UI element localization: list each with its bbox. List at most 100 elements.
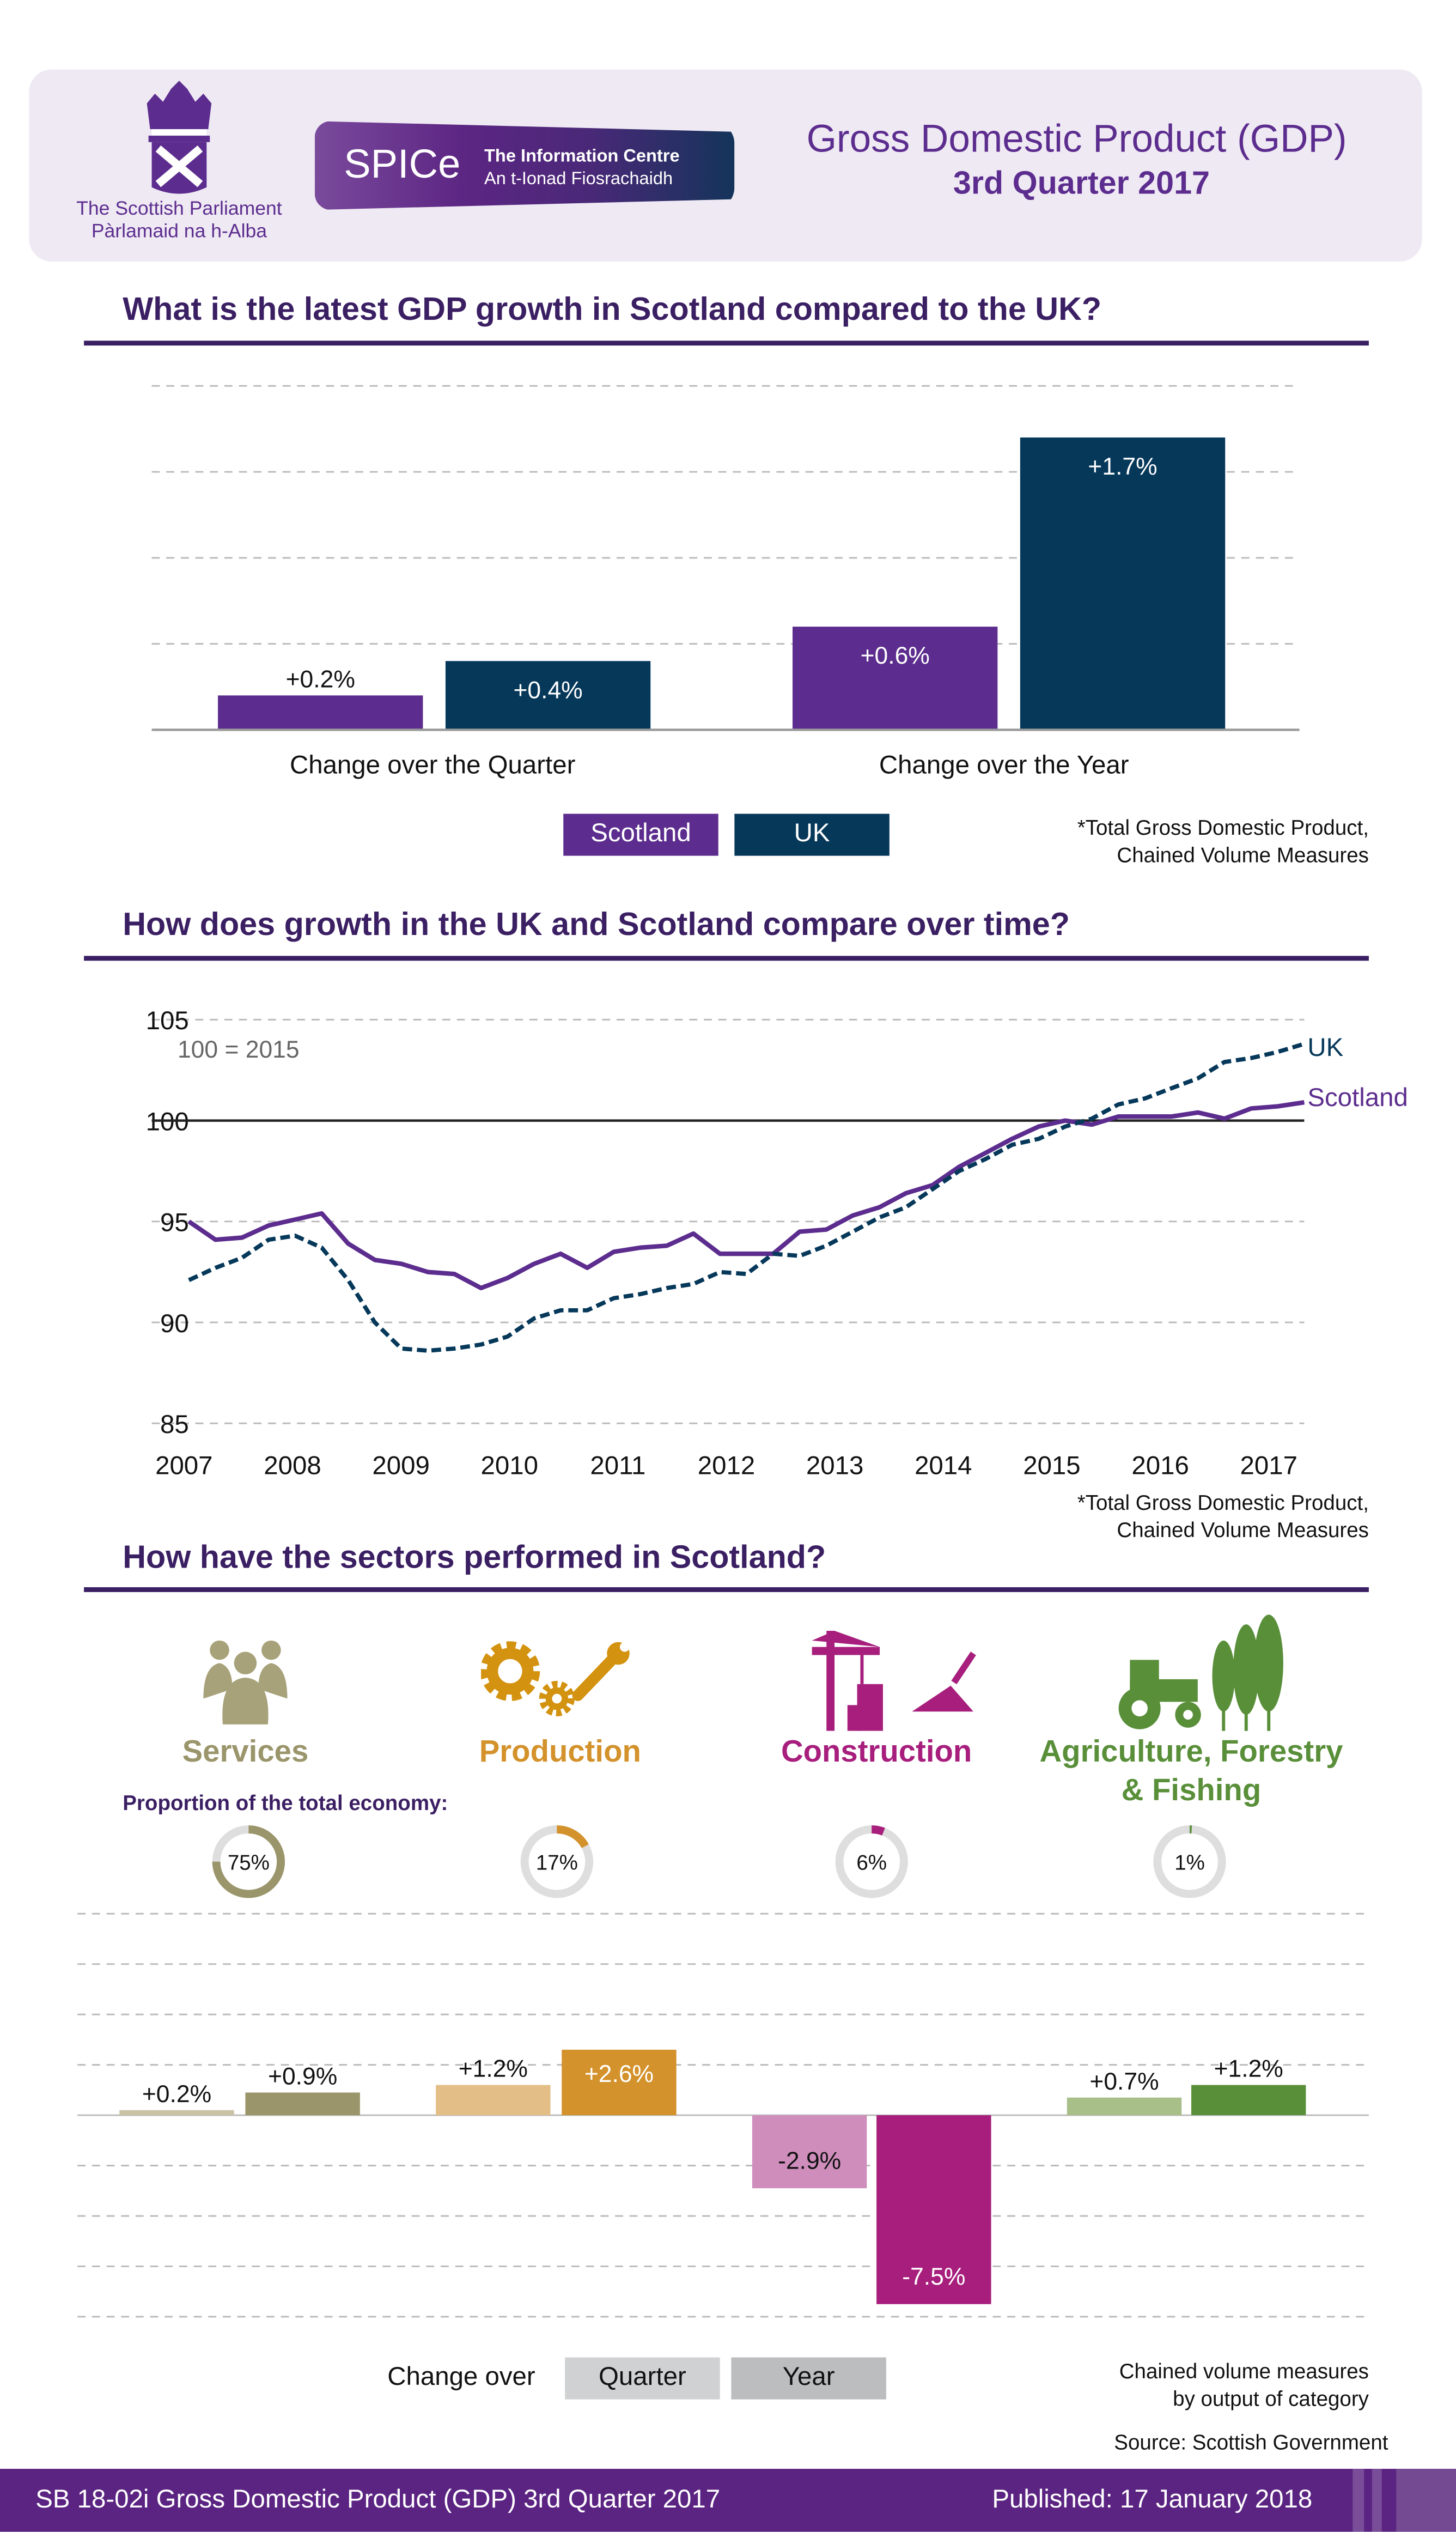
x-tick-label: 2013 xyxy=(806,1452,863,1480)
gears-wrench-icon xyxy=(481,1641,630,1717)
sector-label-services: Services xyxy=(182,1735,309,1770)
share-donut-fill xyxy=(835,1825,908,1898)
people-icon xyxy=(203,1640,288,1725)
share-donut-fill xyxy=(520,1825,594,1898)
parliament-name: The Scottish Parliament xyxy=(76,197,282,220)
category-label: Change over the Year xyxy=(879,750,1129,779)
legend-year: Year xyxy=(731,2357,886,2400)
bar-uk xyxy=(1020,437,1226,730)
bar-scotland xyxy=(793,627,998,730)
data-label: +1.7% xyxy=(1088,453,1157,480)
data-label: +1.2% xyxy=(1214,2056,1283,2082)
sector-label-production: Production xyxy=(479,1735,641,1770)
source-note: Source: Scottish Government xyxy=(1114,2430,1388,2455)
category-label: Change over the Quarter xyxy=(290,750,575,779)
share-label: 6% xyxy=(856,1851,887,1875)
series-line-scotland xyxy=(187,1100,1305,1291)
x-tick-label: 2009 xyxy=(372,1452,429,1480)
x-tick-label: 2010 xyxy=(481,1452,538,1480)
share-donut-fill xyxy=(212,1825,285,1898)
data-label: +2.6% xyxy=(584,2061,654,2087)
parliament-gaelic: Pàrlamaid na h-Alba xyxy=(91,220,267,242)
section1-title: What is the latest GDP growth in Scotlan… xyxy=(123,292,1102,328)
data-label: +1.2% xyxy=(459,2056,528,2082)
x-tick-label: 2007 xyxy=(155,1452,212,1480)
crane-trowel-icon xyxy=(812,1631,976,1731)
section3-note-2: by output of category xyxy=(1173,2386,1369,2411)
y-tick-label: 105 xyxy=(146,1006,189,1035)
legend-quarter: Quarter xyxy=(565,2357,720,2400)
gdp-growth-bar-chart: +0.2% +0.6% +0.4% +1.7% Change over the Quar… xyxy=(151,385,1300,779)
section1-note-2: Chained Volume Measures xyxy=(1117,842,1369,867)
section3-note-1: Chained volume measures xyxy=(1119,2359,1369,2383)
data-label: +0.2% xyxy=(286,666,355,693)
footer-publication: SB 18-02i Gross Domestic Product (GDP) 3… xyxy=(35,2486,721,2515)
y-tick-label: 90 xyxy=(160,1309,189,1338)
sector-label-agriculture-line2: & Fishing xyxy=(1121,1774,1262,1809)
section2-title: How does growth in the UK and Scotland c… xyxy=(123,907,1070,943)
bar-year xyxy=(562,2049,677,2116)
bar-quarter xyxy=(752,2115,867,2189)
sector-growth-bar-chart: +0.2% +1.2% -2.9% +0.7% +0.9% +2.6% -7.5% +1.2%… xyxy=(77,1825,1369,2318)
bar-year xyxy=(245,2092,360,2116)
section1-note-1: *Total Gross Domestic Product, xyxy=(1077,815,1369,840)
legend-scotland: Scotland xyxy=(563,813,718,856)
spice-gaelic: An t-Ionad Fiosrachaidh xyxy=(484,169,673,189)
series-label-uk: UK xyxy=(1307,1033,1343,1062)
legend-uk: UK xyxy=(734,813,890,856)
bar-quarter xyxy=(436,2085,551,2116)
tractor-trees-icon xyxy=(1118,1614,1283,1731)
data-label: +0.6% xyxy=(861,642,930,669)
gdp-index-line-chart: 85 90 95 100 105 2007 2008 2009 2010 2011 2012 2013… xyxy=(146,1006,1408,1480)
footer-published-date: Published: 17 January 2018 xyxy=(992,2486,1313,2515)
data-label: -2.9% xyxy=(778,2148,841,2175)
footer-bar: SB 18-02i Gross Domestic Product (GDP) 3… xyxy=(0,2469,1456,2532)
footer-stripe xyxy=(1372,2469,1382,2532)
data-label: -7.5% xyxy=(902,2263,965,2290)
series-label-scotland: Scotland xyxy=(1307,1083,1408,1112)
section2-note-1: *Total Gross Domestic Product, xyxy=(1077,1490,1369,1515)
x-tick-label: 2008 xyxy=(264,1452,321,1480)
page-title: Gross Domestic Product (GDP) xyxy=(806,118,1347,162)
x-tick-label: 2011 xyxy=(590,1452,645,1480)
section3-divider xyxy=(84,1587,1369,1592)
footer-stripe xyxy=(1396,2469,1456,2532)
share-donut-track xyxy=(1153,1825,1226,1898)
x-tick-label: 2015 xyxy=(1023,1452,1080,1480)
series-line-uk xyxy=(188,1042,1305,1353)
proportion-label: Proportion of the total economy: xyxy=(123,1790,448,1815)
bar-quarter xyxy=(119,2110,234,2116)
scottish-parliament-crest-icon xyxy=(147,81,212,194)
spice-wordmark: SPICe xyxy=(344,142,461,187)
x-tick-label: 2012 xyxy=(698,1452,755,1480)
spice-subtitle: The Information Centre xyxy=(484,147,680,167)
sector-label-construction: Construction xyxy=(781,1735,972,1770)
x-tick-label: 2014 xyxy=(915,1452,972,1480)
share-label: 75% xyxy=(228,1851,270,1875)
y-tick-label: 100 xyxy=(146,1107,189,1136)
page-subtitle: 3rd Quarter 2017 xyxy=(953,166,1210,202)
bar-scotland xyxy=(218,695,423,730)
bar-year xyxy=(876,2115,991,2304)
spice-logo: SPICe The Information Centre An t-Ionad … xyxy=(314,121,735,210)
share-label: 1% xyxy=(1174,1851,1205,1875)
data-label: +0.9% xyxy=(268,2063,337,2090)
legend-change-over-label: Change over xyxy=(387,2364,535,2391)
sector-label-agriculture: Agriculture, Forestry xyxy=(1039,1735,1343,1770)
data-label: +0.2% xyxy=(142,2081,211,2108)
x-tick-label: 2017 xyxy=(1240,1452,1297,1480)
index-annotation: 100 = 2015 xyxy=(178,1036,300,1063)
section2-note-2: Chained Volume Measures xyxy=(1117,1517,1369,1543)
data-label: +0.4% xyxy=(513,677,582,703)
section3-title: How have the sectors performed in Scotla… xyxy=(123,1540,826,1576)
share-label: 17% xyxy=(536,1851,578,1875)
section1-divider xyxy=(84,341,1369,346)
section2-divider xyxy=(84,956,1369,961)
bar-uk xyxy=(445,661,651,730)
footer-stripe xyxy=(1353,2469,1364,2532)
data-label: +0.7% xyxy=(1089,2068,1159,2095)
x-tick-label: 2016 xyxy=(1131,1452,1189,1480)
y-tick-label: 95 xyxy=(160,1209,189,1237)
y-tick-label: 85 xyxy=(160,1410,189,1439)
bar-quarter xyxy=(1067,2097,1182,2116)
